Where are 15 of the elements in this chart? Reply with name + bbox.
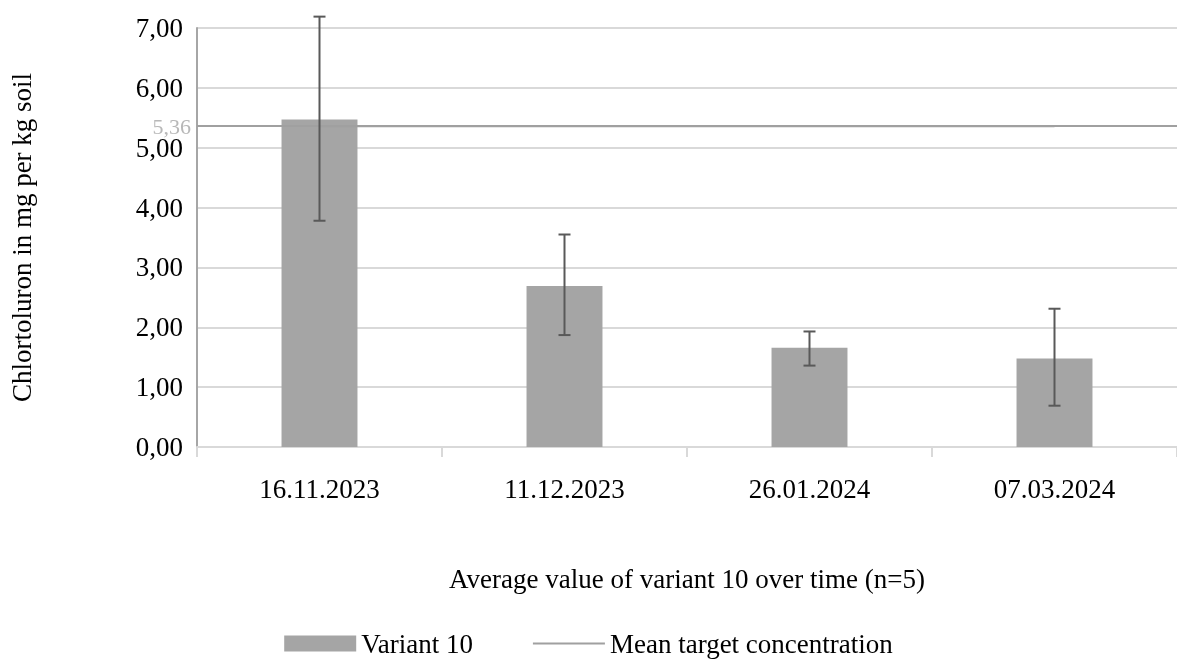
y-tick-label: 1,00	[135, 372, 183, 403]
y-tick-label: 7,00	[135, 13, 183, 43]
y-tick-label: 6,00	[135, 72, 183, 103]
y-axis-title: Chlortoluron in mg per kg soil	[6, 72, 37, 403]
x-axis-title: Average value of variant 10 over time (n=5)	[449, 563, 925, 594]
y-tick-label: 0,00	[135, 432, 183, 462]
x-tick-label: 26.01.2024	[748, 473, 871, 504]
y-tick-label: 4,00	[135, 192, 183, 223]
x-tick-label: 07.03.2024	[993, 473, 1116, 504]
x-tick-label: 11.12.2023	[504, 473, 625, 504]
y-tick-label: 2,00	[135, 312, 183, 343]
legend-label: Variant 10	[361, 628, 473, 659]
legend-label: Mean target concentration	[609, 628, 894, 659]
x-tick-label: 16.11.2023	[259, 473, 380, 504]
y-tick-label: 3,00	[135, 252, 183, 283]
